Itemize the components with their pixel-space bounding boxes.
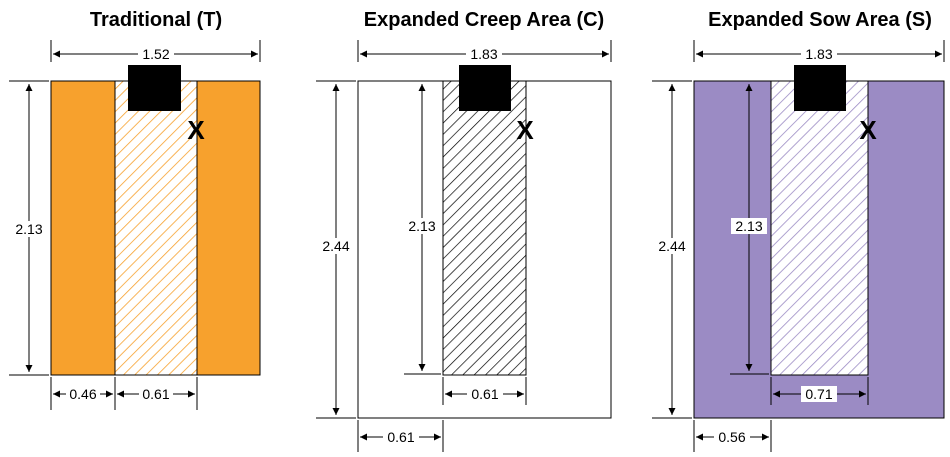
label-bg: [318, 238, 354, 254]
height-label: 2.13: [15, 221, 42, 237]
sow-crate-area: [771, 81, 868, 375]
label-bg: [801, 46, 837, 62]
panel-title: Expanded Creep Area (C): [364, 9, 604, 31]
label-bg: [731, 218, 767, 234]
width-label: 1.83: [470, 46, 497, 62]
panel-title: Traditional (T): [90, 9, 222, 31]
inner-width-label: 0.61: [471, 386, 498, 402]
inner-height-label: 2.13: [735, 218, 762, 234]
drinker-marker: X: [187, 115, 205, 145]
panel-expanded-creep: Expanded Creep Area (C) 1.83 X 2.44 2.13…: [316, 9, 612, 452]
feeder-block: [794, 65, 846, 111]
drinker-marker: X: [859, 115, 877, 145]
height-label: 2.44: [322, 238, 349, 254]
pen-right-area: [197, 81, 260, 375]
sow-crate-area: [115, 81, 197, 375]
label-bg: [654, 238, 690, 254]
width-label: 1.52: [142, 46, 169, 62]
drinker-marker: X: [516, 115, 534, 145]
height-label: 2.44: [658, 238, 685, 254]
left-width-label: 0.46: [69, 386, 96, 402]
feeder-block: [459, 65, 511, 111]
sow-crate-area: [443, 81, 526, 375]
inner-height-label: 2.13: [408, 218, 435, 234]
label-bg: [66, 386, 100, 402]
inner-width-label: 0.71: [805, 386, 832, 402]
feeder-block: [128, 65, 181, 111]
panel-title: Expanded Sow Area (S): [708, 9, 932, 31]
label-bg: [714, 429, 750, 445]
label-bg: [404, 218, 440, 234]
left-offset-label: 0.56: [718, 429, 745, 445]
pen-left-area: [51, 81, 115, 375]
width-label: 1.83: [805, 46, 832, 62]
label-bg: [383, 429, 419, 445]
label-bg: [138, 46, 174, 62]
label-bg: [801, 386, 837, 402]
label-bg: [466, 46, 502, 62]
label-bg: [139, 386, 173, 402]
center-width-label: 0.61: [142, 386, 169, 402]
panel-expanded-sow: Expanded Sow Area (S) 1.83 X 2.44 2.13 0…: [652, 9, 945, 452]
left-offset-label: 0.61: [387, 429, 414, 445]
label-bg: [12, 221, 46, 237]
panel-traditional: Traditional (T) 1.52 X 2.13 0.46 0.61: [9, 9, 261, 410]
label-bg: [467, 386, 503, 402]
